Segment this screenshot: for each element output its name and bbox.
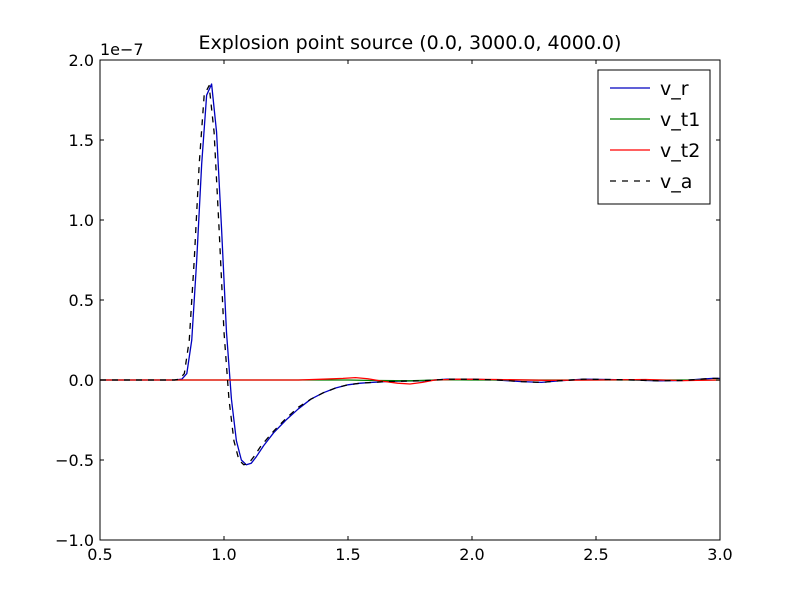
legend-label-v-t2: v_t2 xyxy=(660,140,700,162)
x-tick-label: 0.5 xyxy=(87,545,112,564)
x-tick-label: 2.0 xyxy=(459,545,484,564)
y-tick-label: 0.0 xyxy=(69,371,94,390)
y-scale-label: 1e−7 xyxy=(100,40,144,59)
legend: v_r v_t1 v_t2 v_a xyxy=(597,69,711,205)
y-tick-label: 2.0 xyxy=(69,51,94,70)
plot-area xyxy=(100,83,720,466)
legend-label-v-r: v_r xyxy=(660,78,689,100)
y-tick-label: 1.5 xyxy=(69,131,94,150)
legend-box xyxy=(597,69,711,205)
x-tick-label: 2.5 xyxy=(583,545,608,564)
series-line-v-a xyxy=(100,84,720,466)
y-tick-label: −1.0 xyxy=(55,531,94,550)
x-tick-label: 1.5 xyxy=(335,545,360,564)
legend-label-v-a: v_a xyxy=(660,171,692,193)
y-tick-label: −0.5 xyxy=(55,451,94,470)
x-tick-label: 1.0 xyxy=(211,545,236,564)
y-tick-label: 1.0 xyxy=(69,211,94,230)
y-tick-label: 0.5 xyxy=(69,291,94,310)
x-tick-label: 3.0 xyxy=(707,545,732,564)
axis-ticks: 0.5 1.0 1.5 2.0 2.5 3.0 −1.0 −0.5 0.0 0.5 1.0 1.5 2.… xyxy=(55,51,733,564)
legend-label-v-t1: v_t1 xyxy=(660,109,700,131)
chart-title: Explosion point source (0.0, 3000.0, 400… xyxy=(199,32,622,54)
